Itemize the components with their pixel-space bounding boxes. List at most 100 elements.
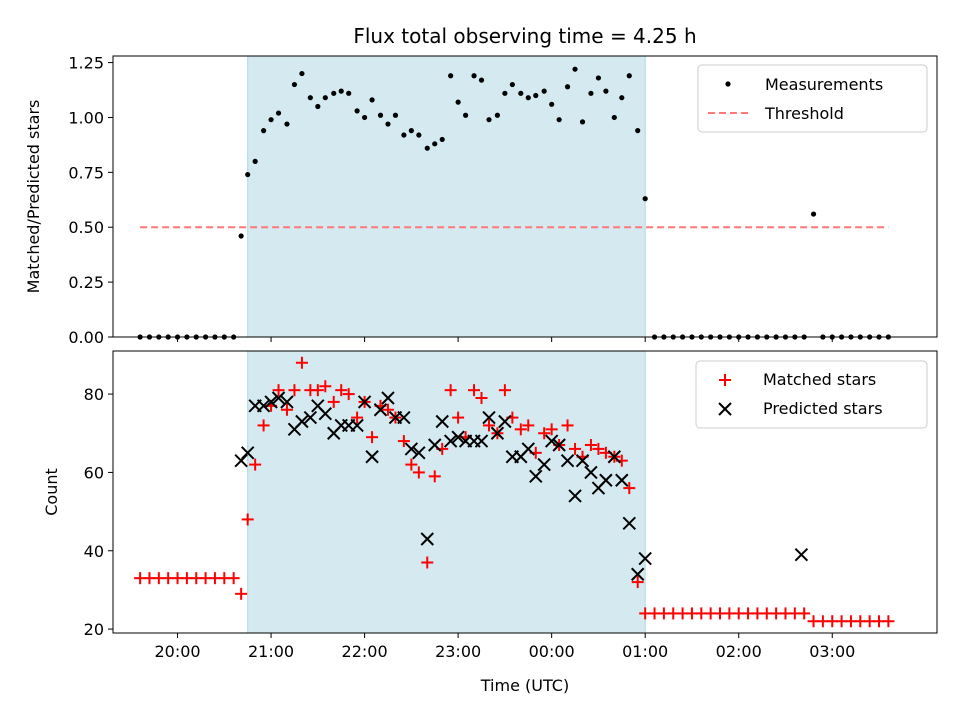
predicted-star-point	[280, 395, 294, 409]
y-tick-label: 20	[84, 620, 104, 639]
count-y-ticks: 20 40 60 80	[84, 385, 113, 639]
measurement-point	[377, 112, 384, 118]
predicted-star-point	[584, 465, 598, 480]
measurement-point	[307, 95, 313, 101]
x-tick-label: 01:00	[622, 642, 668, 661]
matched-star-point	[538, 427, 551, 440]
x-tick-label: 02:00	[716, 642, 762, 661]
measurement-point	[478, 77, 485, 83]
count-panel: 20 40 60 80 20:00 21:00 22:00 23:00 00:00 01:00 0…	[42, 350, 938, 695]
matched-star-point	[351, 411, 364, 424]
matched-star-point	[397, 435, 410, 448]
measurement-point	[385, 121, 391, 127]
matched-star-point	[235, 587, 248, 600]
x-tick-label: 22:00	[342, 642, 388, 661]
measurement-point	[291, 81, 298, 88]
predicted-star-point	[490, 426, 505, 440]
y-tick-label: 0.50	[68, 218, 104, 237]
ratio-legend: Measurements Threshold	[697, 64, 928, 133]
legend-threshold-label: Threshold	[764, 104, 844, 123]
predicted-star-point	[568, 489, 582, 503]
ratio-y-ticks: 0.00 0.25 0.50 0.75 1.00 1.25	[68, 54, 113, 347]
matched-star-point	[444, 384, 457, 397]
matched-star-point	[366, 431, 379, 444]
x-tick-label: 20:00	[154, 642, 200, 661]
measurement-point	[810, 211, 817, 217]
matched-star-point	[272, 384, 285, 397]
matched-star-point	[241, 513, 254, 526]
predicted-star-point	[264, 395, 278, 409]
y-tick-label: 0.25	[68, 273, 104, 292]
legend-predicted-label: Predicted stars	[763, 399, 883, 418]
measurement-point	[260, 128, 267, 134]
measurement-point	[432, 141, 438, 147]
measurement-point	[595, 75, 602, 81]
measurement-point	[331, 90, 337, 96]
count-y-label: Count	[42, 468, 61, 516]
predicted-star-point	[412, 446, 426, 460]
chart-title: Flux total observing time = 4.25 h	[353, 24, 696, 48]
measurement-point	[502, 90, 508, 96]
measurement-point	[284, 121, 290, 127]
y-tick-label: 1.00	[68, 108, 104, 127]
predicted-star-point	[428, 438, 442, 452]
matched-star-point	[421, 556, 434, 569]
ratio-y-label: Matched/Predicted stars	[24, 100, 43, 294]
predicted-star-point	[373, 403, 388, 417]
predicted-star-point	[560, 453, 575, 468]
predicted-star-point	[552, 438, 566, 452]
predicted-star-point	[498, 414, 512, 429]
ratio-panel: 0.00 0.25 0.50 0.75 1.00 1.25 Matched/Predict…	[24, 54, 938, 347]
predicted-star-point	[599, 473, 613, 487]
x-tick-label: 03:00	[809, 642, 855, 661]
predicted-star-point	[240, 446, 255, 460]
count-axes-frame	[112, 350, 938, 634]
predicted-star-point	[607, 450, 622, 464]
matched-star-point	[335, 384, 348, 397]
measurement-point	[354, 108, 360, 114]
matched-star-point	[227, 572, 240, 585]
predicted-star-point	[404, 442, 419, 456]
legend-measurement-marker	[725, 81, 731, 87]
count-legend: Matched stars Predicted stars	[695, 360, 928, 429]
measurement-point	[518, 90, 524, 96]
matched-star-point	[428, 470, 441, 483]
matched-star-point	[584, 439, 597, 451]
count-legend-box	[695, 360, 928, 429]
predicted-star-point	[318, 406, 333, 421]
measurement-point	[275, 110, 282, 116]
x-axis-label: Time (UTC)	[480, 676, 569, 695]
matched-star-point	[623, 482, 636, 495]
measurement-point	[549, 101, 555, 107]
count-x-ticks: 20:00 21:00 22:00 23:00 00:00 01:00 02:00 03:00	[154, 633, 855, 661]
legend-matched-marker	[719, 374, 731, 386]
measurement-point	[494, 112, 501, 118]
matched-star-point	[569, 442, 582, 455]
matched-star-point	[311, 384, 324, 397]
matched-star-point	[257, 419, 270, 432]
matched-star-point	[381, 403, 394, 416]
predicted-star-point	[435, 414, 449, 429]
measurement-point	[579, 119, 586, 125]
matched-star-point	[592, 442, 605, 455]
measurement-point	[322, 95, 328, 101]
measurement-point	[611, 114, 617, 121]
matched-star-point	[412, 466, 425, 479]
matched-star-point	[882, 615, 895, 628]
measurement-point	[556, 117, 562, 123]
measurement-point	[346, 90, 352, 96]
measurement-point	[642, 196, 648, 202]
measurement-point	[268, 117, 274, 123]
measurement-point	[635, 128, 641, 134]
y-tick-label: 60	[84, 463, 104, 482]
predicted-star-point	[537, 457, 551, 472]
x-tick-label: 00:00	[529, 642, 575, 661]
matched-star-point	[405, 458, 418, 471]
legend-matched-label: Matched stars	[763, 370, 876, 389]
predicted-star-point	[357, 395, 372, 409]
predicted-star-point	[630, 567, 645, 581]
measurement-point	[392, 112, 399, 118]
matched-star-point	[475, 392, 488, 404]
y-tick-label: 40	[84, 542, 104, 561]
